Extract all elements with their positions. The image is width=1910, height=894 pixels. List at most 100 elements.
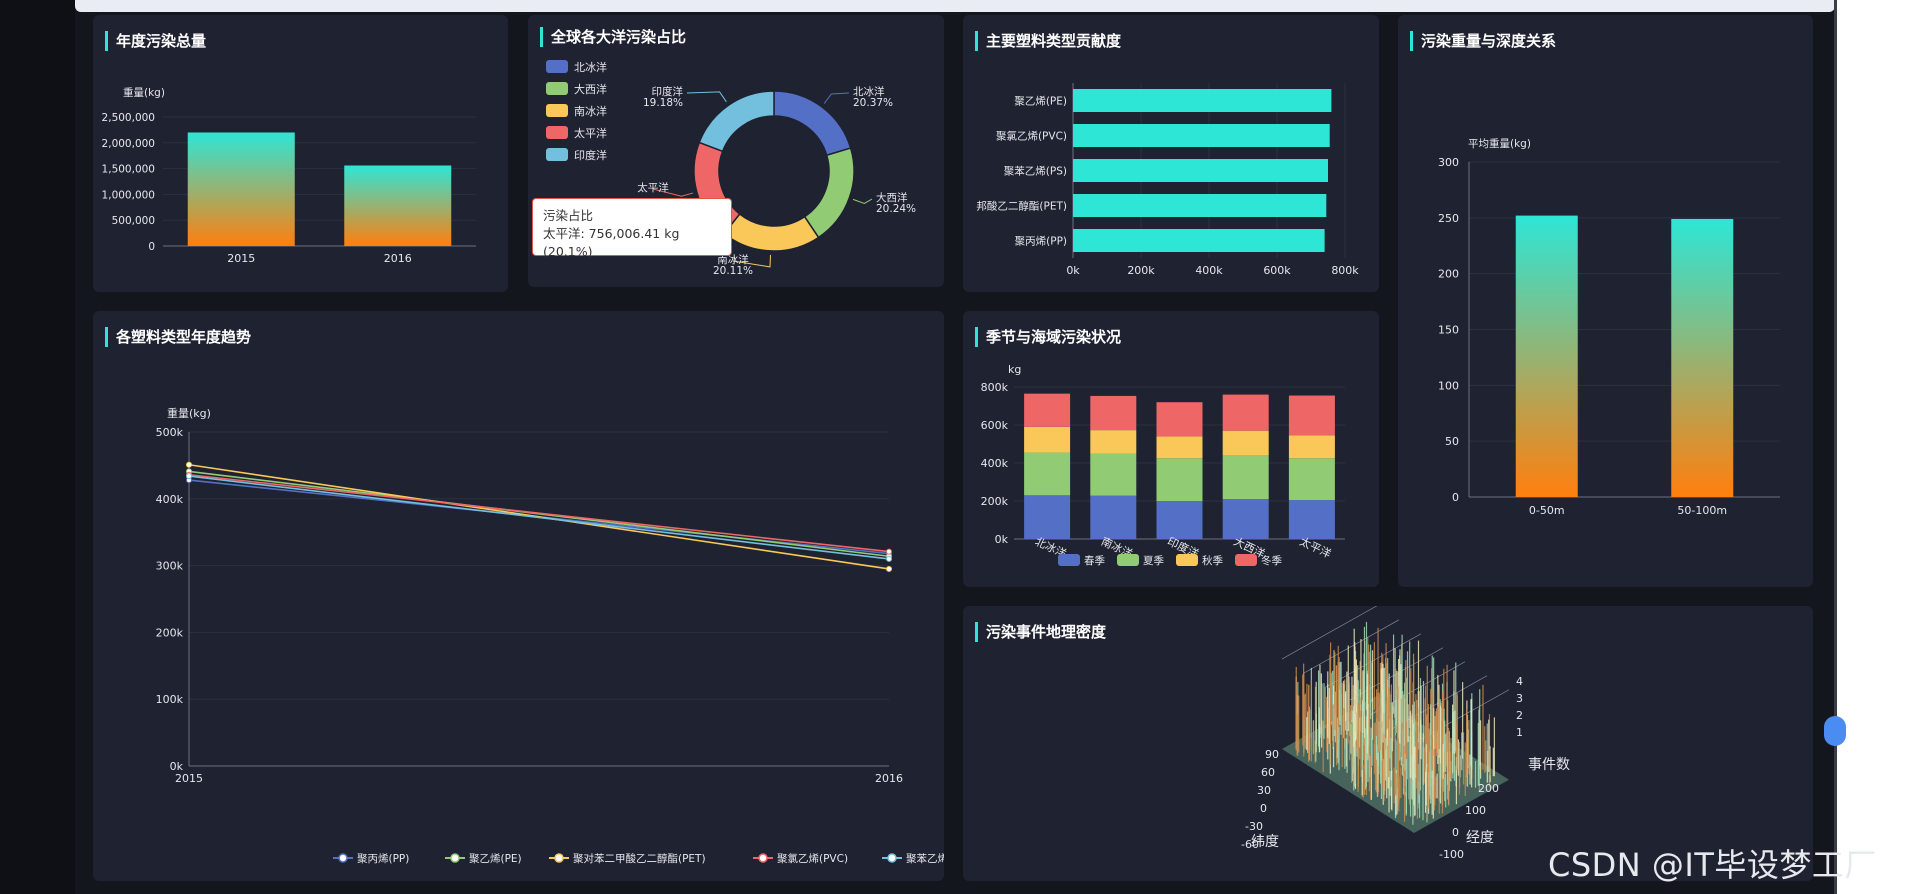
watermark: CSDN @IT毕设梦工厂 xyxy=(1548,846,1877,884)
bar xyxy=(344,165,452,246)
scroll-handle[interactable] xyxy=(1824,716,1846,746)
x-tick-label: 2016 xyxy=(875,772,903,785)
legend-swatch xyxy=(546,60,568,73)
y-tick-label: 100 xyxy=(1438,379,1459,392)
wall-grid-line xyxy=(1303,619,1400,674)
bar xyxy=(1073,124,1330,147)
x-tick-label: 30 xyxy=(1257,784,1271,797)
pie-slice xyxy=(698,90,775,153)
y-tick-label: 150 xyxy=(1438,324,1459,337)
bar xyxy=(1073,159,1328,182)
legend-label: 聚苯乙烯(PS) xyxy=(906,852,944,865)
panel-title: 季节与海域污染状况 xyxy=(975,327,1121,347)
stack-segment xyxy=(1156,458,1203,501)
series-line xyxy=(188,473,890,553)
bar xyxy=(187,132,295,246)
pie-slice xyxy=(723,212,820,252)
panel-season-sea: 季节与海域污染状况 kg 0k 200k 400k 600k 800k 北冰洋 南冰洋 印度洋大… xyxy=(963,311,1379,587)
legend-label: 聚乙烯(PE) xyxy=(469,852,522,865)
x-tick-label: -30 xyxy=(1245,820,1263,833)
x-tick-label: 90 xyxy=(1265,748,1279,761)
legend-label: 夏季 xyxy=(1143,555,1165,567)
panel-annual-total: 年度污染总量 重量(kg) 0 500,000 1,000,000 1,500,000 2… xyxy=(93,15,508,292)
x-tick-label: 800k xyxy=(1331,264,1359,277)
browser-top-strip xyxy=(75,0,1835,12)
legend-swatch xyxy=(1117,554,1139,566)
y-tick-label: 聚丙烯(PP) xyxy=(1015,235,1067,248)
weight-depth-chart: 平均重量(kg) 0 50 100 150 200 250 300 0-50m 50-100m xyxy=(1438,137,1780,517)
y-tick-label: 400k xyxy=(156,493,184,506)
legend-label: 印度洋 xyxy=(574,148,607,162)
y-tick-label: 300 xyxy=(1438,156,1459,169)
y-tick-label: 2,500,000 xyxy=(102,112,155,124)
y-tick-label: 聚乙烯(PE) xyxy=(1014,95,1067,108)
y-tick-label: 500k xyxy=(156,426,184,439)
stack-segment xyxy=(1288,458,1335,501)
wall-grid-line xyxy=(1325,633,1422,688)
y-tick-label: 500,000 xyxy=(112,215,155,227)
panel-title: 各塑料类型年度趋势 xyxy=(105,327,251,347)
plastic-contribution-chart: 0k 200k 400k 600k 800k 聚乙烯(PE) 聚氯乙烯(PVC) 聚苯乙烯(P… xyxy=(976,83,1359,277)
x-tick-label: 0-50m xyxy=(1529,504,1565,517)
pie-slice xyxy=(773,90,852,157)
legend-marker xyxy=(450,853,460,863)
data-point xyxy=(886,565,892,572)
left-margin xyxy=(0,0,75,894)
legend-label: 南冰洋 xyxy=(574,104,607,118)
x-tick-label: 2016 xyxy=(384,252,412,265)
z-tick-label: 2 xyxy=(1516,709,1523,722)
legend-swatch xyxy=(546,148,568,161)
z-tick-label: 3 xyxy=(1516,692,1523,705)
y-axis-label: 重量(kg) xyxy=(123,86,165,99)
y-tick-label: 1,500,000 xyxy=(102,164,155,176)
wall-grid-line xyxy=(1281,606,1378,660)
slice-label: 印度洋 xyxy=(652,85,684,98)
y-tick-label: 0k xyxy=(170,760,184,773)
bar xyxy=(1515,215,1578,497)
stack-segment xyxy=(1222,455,1269,500)
legend-label: 北冰洋 xyxy=(574,60,607,74)
x-tick-label: 2015 xyxy=(227,252,255,265)
y-tick-label: -100 xyxy=(1439,848,1464,861)
label-line xyxy=(852,198,873,205)
z-axis-label: 事件数 xyxy=(1528,757,1570,773)
pie-tooltip: 污染占比 太平洋: 756,006.41 kg (20.1%) xyxy=(532,198,732,259)
bar xyxy=(1671,218,1734,497)
x-tick-label: 0k xyxy=(1066,264,1080,277)
label-line xyxy=(652,188,694,197)
stack-segment xyxy=(1222,499,1269,539)
slice-percent: 20.24% xyxy=(876,203,916,215)
bar xyxy=(1073,194,1327,217)
panel-geo-density: 污染事件地理密度 1 2 3 4 事件数 90 60 30 0 -30 -60 纬度 200 100 0 -1… xyxy=(963,606,1813,881)
legend-label: 聚对苯二甲酸乙二醇酯(PET) xyxy=(573,852,706,865)
y-axis-label: 重量(kg) xyxy=(167,406,211,420)
panel-yearly-trend: 各塑料类型年度趋势 重量(kg) 0k 100k 200k 300k 400k 500k 20… xyxy=(93,311,944,881)
y-tick-label: 2,000,000 xyxy=(102,138,155,150)
legend-marker xyxy=(887,853,897,863)
y-tick-label: 800k xyxy=(981,381,1009,394)
legend-swatch xyxy=(1176,554,1198,566)
label-line xyxy=(732,254,771,268)
y-tick-label: 200 xyxy=(1478,782,1499,795)
y-tick-label: 聚氯乙烯(PVC) xyxy=(996,130,1067,143)
y-tick-label: 0k xyxy=(995,533,1009,546)
slice-percent: 19.18% xyxy=(643,97,683,109)
legend-swatch xyxy=(546,82,568,95)
legend-label: 冬季 xyxy=(1261,554,1283,567)
stack-segment xyxy=(1024,452,1071,496)
y-tick-label: 0 xyxy=(1452,491,1459,504)
slice-percent: 20.11% xyxy=(713,265,753,277)
panel-plastic-contribution: 主要塑料类型贡献度 0k 200k 400k 600k 800k 聚乙烯(PE) 聚氯乙烯(… xyxy=(963,15,1379,292)
z-tick-label: 1 xyxy=(1516,726,1523,739)
x-axis-label: 纬度 xyxy=(1251,834,1279,850)
slice-label: 大西洋 xyxy=(876,191,908,204)
y-tick-label: 0 xyxy=(148,241,155,253)
y-tick-label: 200 xyxy=(1438,268,1459,281)
scrollbar-track[interactable] xyxy=(1834,0,1837,894)
legend-swatch xyxy=(546,126,568,139)
y-tick-label: 400k xyxy=(981,457,1009,470)
data-point xyxy=(186,461,192,468)
y-tick-label: 200k xyxy=(156,626,184,639)
y-tick-label: 300k xyxy=(156,560,184,573)
